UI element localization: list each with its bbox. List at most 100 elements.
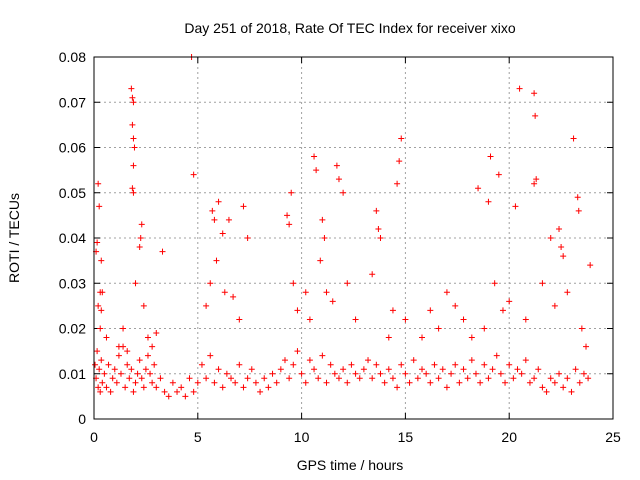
data-point xyxy=(136,357,143,364)
data-point xyxy=(95,302,102,309)
data-point xyxy=(344,379,351,386)
data-point xyxy=(448,370,455,377)
data-point xyxy=(327,361,334,368)
data-point xyxy=(132,280,139,287)
data-point xyxy=(531,375,538,382)
data-point xyxy=(99,289,106,296)
data-point xyxy=(410,357,417,364)
data-point xyxy=(209,207,216,214)
data-point xyxy=(232,379,239,386)
data-point xyxy=(294,307,301,314)
data-point xyxy=(190,171,197,178)
y-tick-label: 0.02 xyxy=(59,321,86,337)
data-point xyxy=(365,357,372,364)
data-point xyxy=(452,302,459,309)
data-points xyxy=(92,54,594,400)
data-point xyxy=(539,280,546,287)
chart-title: Day 251 of 2018, Rate Of TEC Index for r… xyxy=(184,20,515,36)
data-point xyxy=(487,153,494,160)
data-point xyxy=(302,289,309,296)
data-point xyxy=(491,280,498,287)
data-point xyxy=(207,280,214,287)
data-point xyxy=(105,361,112,368)
data-point xyxy=(228,375,235,382)
data-point xyxy=(288,189,295,196)
y-tick-label: 0.07 xyxy=(59,94,86,110)
data-point xyxy=(419,366,426,373)
data-point xyxy=(485,198,492,205)
data-point xyxy=(134,370,141,377)
axis-ticks: 0 5 10 15 20 25 0 0.01 0.02 0.03 0.04 0.05 0.06 0.07 0… xyxy=(59,49,621,445)
data-point xyxy=(373,361,380,368)
data-point xyxy=(431,361,438,368)
data-point xyxy=(236,316,243,323)
data-point xyxy=(240,203,247,210)
data-point xyxy=(578,325,585,332)
data-point xyxy=(144,334,151,341)
data-point xyxy=(514,366,521,373)
data-point xyxy=(583,343,590,350)
data-point xyxy=(352,370,359,377)
y-tick-label: 0.08 xyxy=(59,49,86,65)
data-point xyxy=(556,370,563,377)
data-point xyxy=(136,244,143,251)
data-point xyxy=(94,348,101,355)
data-point xyxy=(98,257,105,264)
data-point xyxy=(340,189,347,196)
data-point xyxy=(495,171,502,178)
data-point xyxy=(551,379,558,386)
data-point xyxy=(423,370,430,377)
data-point xyxy=(140,302,147,309)
data-point xyxy=(138,375,145,382)
data-point xyxy=(107,388,114,395)
data-point xyxy=(477,379,484,386)
data-point xyxy=(252,379,259,386)
data-point xyxy=(389,375,396,382)
data-point xyxy=(103,384,110,391)
x-tick-label: 15 xyxy=(398,429,414,445)
data-point xyxy=(128,85,135,92)
data-point xyxy=(558,244,565,251)
data-point xyxy=(369,375,376,382)
data-point xyxy=(111,366,118,373)
data-point xyxy=(99,379,106,386)
plot-frame xyxy=(93,56,614,420)
data-point xyxy=(98,357,105,364)
data-point xyxy=(157,375,164,382)
data-point xyxy=(526,379,533,386)
data-point xyxy=(137,235,144,241)
data-point xyxy=(129,185,136,192)
data-point xyxy=(97,388,104,395)
data-point xyxy=(120,325,127,332)
grid xyxy=(94,57,613,419)
data-point xyxy=(481,325,488,332)
data-point xyxy=(575,207,582,214)
x-tick-label: 20 xyxy=(501,429,517,445)
y-tick-label: 0 xyxy=(78,411,86,427)
data-point xyxy=(468,357,475,364)
data-point xyxy=(385,334,392,341)
data-point xyxy=(317,257,324,264)
data-point xyxy=(497,370,504,377)
data-point xyxy=(98,307,105,314)
data-point xyxy=(460,316,467,323)
data-point xyxy=(149,379,156,386)
data-point xyxy=(306,316,313,323)
data-point xyxy=(97,325,104,332)
data-point xyxy=(572,366,579,373)
data-point xyxy=(225,216,232,223)
data-point xyxy=(313,167,320,174)
data-point xyxy=(475,185,482,192)
data-point xyxy=(435,375,442,382)
data-point xyxy=(96,203,103,210)
data-point xyxy=(472,370,479,377)
data-point xyxy=(306,357,313,364)
data-point xyxy=(190,388,197,395)
data-point xyxy=(369,271,376,278)
data-point xyxy=(512,203,519,210)
data-point xyxy=(539,384,546,391)
data-point xyxy=(532,112,539,119)
data-point xyxy=(481,361,488,368)
data-point xyxy=(394,384,401,391)
data-point xyxy=(132,379,139,386)
